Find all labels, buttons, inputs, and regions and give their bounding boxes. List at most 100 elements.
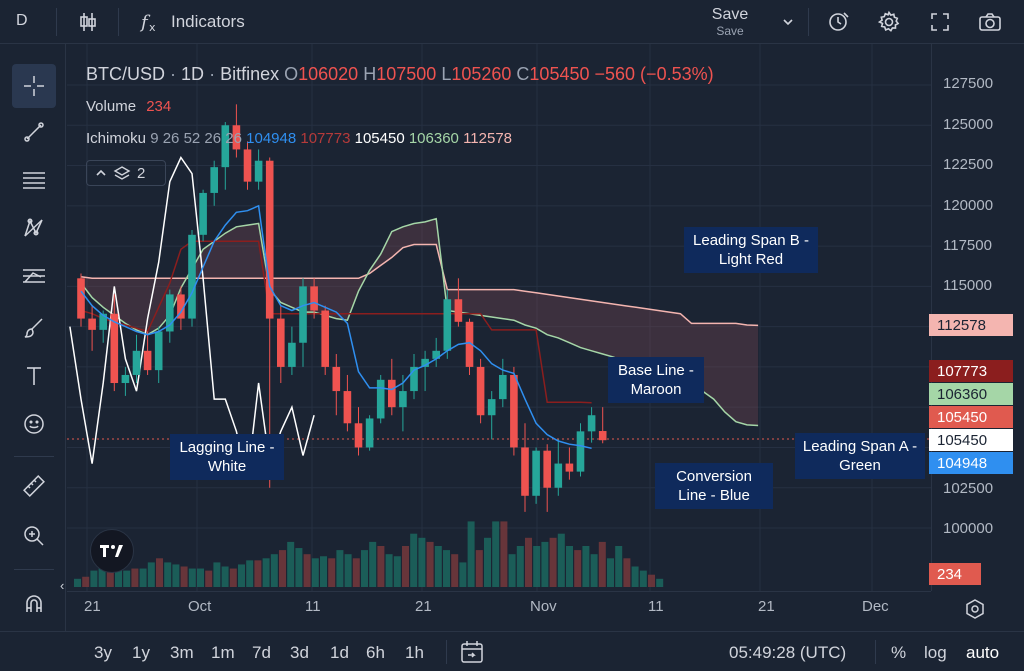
volume-bar	[615, 546, 623, 587]
ruler-icon[interactable]	[12, 464, 56, 508]
candle-body	[232, 125, 241, 150]
range-3m-button[interactable]: 3m	[170, 643, 194, 662]
symbol-ohlc-row: BTC/USD · 1D · Bitfinex O106020 H107500 …	[86, 64, 714, 84]
range-3y-button[interactable]: 3y	[94, 643, 112, 662]
ichimoku-legend-row[interactable]: Ichimoku 9 26 52 26 26 104948 107773 105…	[86, 130, 512, 147]
pattern-icon[interactable]	[12, 206, 56, 250]
prediction-measure-icon[interactable]	[12, 254, 56, 298]
candle-body	[177, 294, 185, 319]
volume-legend-row[interactable]: Volume 234	[86, 98, 171, 115]
volume-bar	[295, 548, 303, 587]
volume-bar	[451, 554, 459, 587]
text-tool-icon[interactable]	[12, 354, 56, 398]
candle-body	[254, 160, 263, 182]
emoji-icon[interactable]	[12, 402, 56, 446]
time-tick: Nov	[530, 598, 557, 615]
candle-body	[521, 447, 529, 496]
low-value: 105260	[451, 64, 512, 84]
range-6h-button[interactable]: 6h	[366, 643, 385, 662]
range-3d-button[interactable]: 3d	[290, 643, 309, 662]
interval-label[interactable]: 1D	[181, 64, 205, 84]
magnet-icon[interactable]	[12, 582, 56, 626]
candle-body	[432, 350, 440, 359]
ichimoku-lagging-value: 105450	[354, 130, 405, 147]
annotation-base-line: Base Line - Maroon	[608, 357, 704, 403]
price-tick: 117500	[943, 237, 992, 254]
alert-clock-icon[interactable]	[825, 8, 853, 36]
volume-bar	[303, 554, 311, 587]
volume-bar	[467, 521, 475, 587]
trend-line-icon[interactable]	[12, 110, 56, 154]
chevron-down-icon[interactable]	[774, 8, 802, 36]
indicators-button[interactable]: Indicators	[171, 12, 245, 31]
time-tick: Oct	[188, 598, 212, 615]
candle-body	[421, 358, 429, 367]
range-7d-button[interactable]: 7d	[252, 643, 271, 662]
candle-body	[376, 379, 385, 419]
volume-bar	[98, 566, 106, 587]
percent-scale-button[interactable]: %	[891, 643, 907, 662]
camera-icon[interactable]	[976, 8, 1004, 36]
legend-collapse-button[interactable]: 2	[86, 160, 166, 186]
tradingview-logo[interactable]	[90, 529, 134, 573]
symbol-name[interactable]: BTC/USD	[86, 64, 166, 84]
candle-body	[288, 342, 296, 367]
chart-settings-hex-icon[interactable]	[962, 596, 988, 622]
open-value: 106020	[298, 64, 359, 84]
chart-canvas[interactable]	[67, 44, 931, 591]
brush-icon[interactable]	[12, 306, 56, 350]
volume-bar	[82, 576, 90, 587]
volume-bar	[410, 533, 418, 587]
save-button[interactable]: Save Save	[704, 6, 756, 38]
toolbar-divider	[808, 8, 809, 36]
price-tick: 122500	[943, 156, 994, 173]
toolbar-divider	[118, 8, 119, 36]
zoom-in-icon[interactable]	[12, 514, 56, 558]
candle-body	[388, 379, 396, 408]
price-tick: 127500	[943, 75, 994, 92]
scroll-left-chevron-icon[interactable]: ‹	[60, 578, 65, 593]
conversion-line	[80, 204, 592, 450]
crosshair-icon[interactable]	[12, 64, 56, 108]
candle-body	[410, 366, 418, 392]
volume-bar	[156, 558, 163, 587]
candle-body	[465, 321, 474, 367]
volume-bar	[377, 546, 385, 587]
volume-bar	[229, 568, 237, 587]
gear-icon[interactable]	[875, 8, 903, 36]
range-1y-button[interactable]: 1y	[132, 643, 150, 662]
range-1h-button[interactable]: 1h	[405, 643, 424, 662]
volume-bar	[623, 558, 631, 587]
volume-bar	[336, 550, 344, 587]
ichimoku-cloud	[81, 218, 759, 426]
candle-body	[243, 149, 252, 182]
volume-bar	[287, 541, 295, 587]
log-scale-button[interactable]: log	[924, 643, 947, 662]
range-1d-button[interactable]: 1d	[330, 643, 349, 662]
fullscreen-icon[interactable]	[926, 8, 954, 36]
symbol-search-button[interactable]: D	[16, 12, 28, 29]
clock-timezone[interactable]: 05:49:28 (UTC)	[729, 643, 847, 662]
time-axis[interactable]	[67, 591, 931, 631]
volume-bar	[500, 521, 508, 587]
volume-bar	[106, 564, 114, 587]
price-chart[interactable]	[67, 44, 931, 591]
volume-bar	[147, 562, 155, 587]
drawing-toolbar	[0, 44, 66, 660]
candles-chart-type-icon[interactable]	[74, 8, 102, 36]
high-value: 107500	[376, 64, 437, 84]
volume-bar	[631, 566, 639, 587]
candle-body	[343, 391, 352, 424]
range-1m-button[interactable]: 1m	[211, 643, 235, 662]
candle-body	[265, 160, 274, 319]
go-to-date-calendar-icon[interactable]	[459, 639, 485, 665]
volume-bar	[533, 546, 541, 587]
candle-body	[299, 286, 307, 343]
fib-retracement-icon[interactable]	[12, 158, 56, 202]
candle-body	[543, 450, 551, 488]
price-label-base: 107773	[929, 360, 1013, 382]
candle-body	[221, 125, 230, 168]
auto-scale-button[interactable]: auto	[966, 643, 1000, 662]
volume-bar	[172, 564, 180, 587]
